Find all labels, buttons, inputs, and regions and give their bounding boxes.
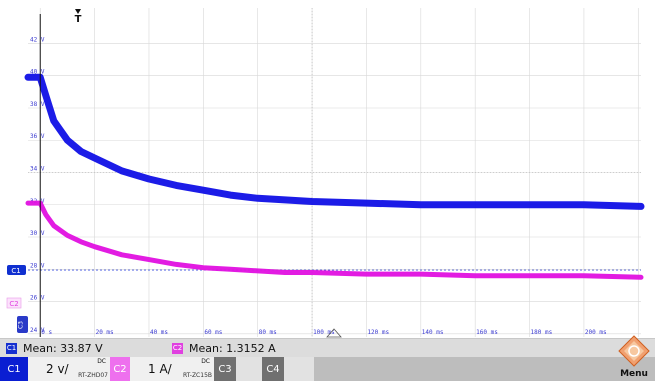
menu-diamond-icon: [618, 335, 650, 367]
trace-c2: [25, 200, 644, 280]
channel-c4[interactable]: C4: [262, 357, 314, 381]
channel-c2[interactable]: C2 1 A/ DC RT-ZC15B: [110, 357, 214, 381]
x-axis-label: 160 ms: [476, 329, 498, 336]
measurement-bar: C1 Mean: 33.87 V C2 Mean: 1.3152 A: [0, 338, 655, 357]
c2-measurement[interactable]: C2 Mean: 1.3152 A: [172, 341, 276, 355]
c1-coupling: DC: [97, 358, 106, 365]
c1-measurement-text: Mean: 33.87 V: [23, 341, 103, 355]
c3-offset-marker[interactable]: C3: [17, 316, 28, 333]
y-axis-label: 42 V: [30, 36, 45, 43]
c2-measurement-text: Mean: 1.3152 A: [189, 341, 276, 355]
menu-button[interactable]: Menu: [613, 333, 655, 381]
y-axis-label: 24 V: [30, 327, 45, 334]
c1-offset-marker[interactable]: C1: [7, 265, 26, 275]
y-axis-label: 28 V: [30, 262, 45, 269]
scope-display: 42 V40 V38 V36 V34 V32 V30 V28 V26 V24 V…: [6, 8, 645, 338]
x-axis-label: 0 s: [41, 329, 52, 336]
c4-tab[interactable]: C4: [262, 357, 284, 381]
x-axis-label: 80 ms: [259, 329, 277, 336]
x-axis-label: 120 ms: [367, 329, 389, 336]
c2-settings[interactable]: 1 A/ DC RT-ZC15B: [130, 357, 214, 381]
c4-settings[interactable]: [284, 357, 314, 381]
trigger-marker[interactable]: T: [75, 9, 82, 25]
channel-c3[interactable]: C3: [214, 357, 262, 381]
c1-tab[interactable]: C1: [0, 357, 28, 381]
center-marker: [326, 328, 342, 338]
c3-marker-label: C3: [18, 321, 25, 329]
trigger-label: T: [75, 14, 82, 25]
c3-tab[interactable]: C3: [214, 357, 236, 381]
channel-bar: C1 2 v/ DC RT-ZHD07 C2 1 A/ DC RT-ZC15B …: [0, 357, 655, 381]
c3-settings[interactable]: [236, 357, 262, 381]
c1-probe: RT-ZHD07: [78, 372, 108, 379]
y-axis-label: 30 V: [30, 230, 45, 237]
c1-settings[interactable]: 2 v/ DC RT-ZHD07: [28, 357, 110, 381]
c1-marker-label: C1: [11, 267, 20, 275]
c2-marker-label: C2: [9, 300, 18, 308]
c2-probe: RT-ZC15B: [182, 372, 212, 379]
c1-scale: 2 v/: [46, 362, 69, 376]
c2-coupling: DC: [201, 358, 210, 365]
x-axis-label: 40 ms: [150, 329, 168, 336]
y-axis-label: 40 V: [30, 69, 45, 76]
x-axis-label: 200 ms: [585, 329, 607, 336]
channel-c1[interactable]: C1 2 v/ DC RT-ZHD07: [0, 357, 110, 381]
x-axis-label: 100 ms: [313, 329, 335, 336]
c2-measure-swatch: C2: [172, 342, 183, 354]
c1-measurement[interactable]: C1 Mean: 33.87 V: [6, 341, 103, 355]
y-axis-label: 26 V: [30, 295, 45, 302]
menu-label: Menu: [620, 369, 648, 379]
c2-offset-marker[interactable]: C2: [6, 297, 22, 309]
trace-c1: [24, 73, 645, 210]
y-axis-label: 36 V: [30, 133, 45, 140]
x-axis-label: 60 ms: [204, 329, 222, 336]
c2-scale: 1 A/: [148, 362, 172, 376]
x-axis-label: 180 ms: [531, 329, 553, 336]
y-axis-label: 38 V: [30, 101, 45, 108]
x-axis-label: 140 ms: [422, 329, 444, 336]
x-axis-label: 20 ms: [96, 329, 114, 336]
c2-tab[interactable]: C2: [110, 357, 130, 381]
x-axis-labels: 0 s 20 ms 40 ms 60 ms 80 ms 100 ms 120 ms 140 m…: [41, 329, 607, 336]
c1-measure-swatch: C1: [6, 342, 17, 354]
y-axis-label: 34 V: [30, 166, 45, 173]
